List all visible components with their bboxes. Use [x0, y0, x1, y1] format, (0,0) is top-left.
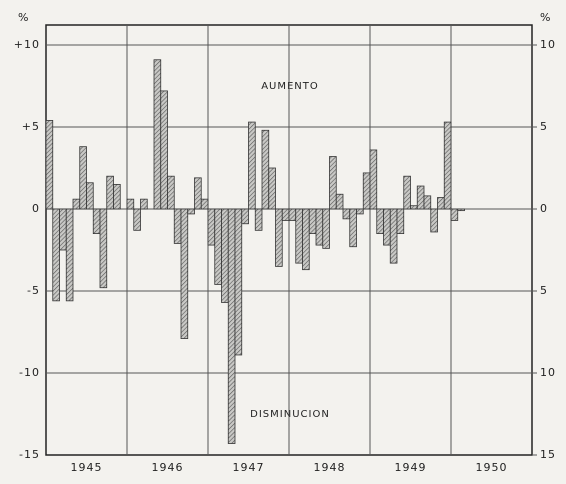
y-tick-label: 0 [32, 202, 40, 215]
bar [376, 208, 384, 235]
bar [160, 90, 168, 210]
bar [86, 182, 94, 210]
bar [389, 208, 398, 264]
bar [302, 208, 310, 271]
y-tick-label: +5 [22, 120, 40, 133]
x-year-label: 1945 [71, 461, 103, 474]
bar [315, 208, 324, 246]
bar [221, 208, 229, 303]
y-unit-right: % [540, 11, 551, 24]
y2-tick-label: 10 [540, 366, 556, 379]
bar [248, 121, 256, 210]
bar [227, 208, 236, 444]
y2-tick-label: 15 [540, 448, 556, 461]
bar [214, 208, 222, 285]
bar [65, 208, 74, 302]
bar [396, 208, 405, 235]
bar [281, 208, 290, 221]
annotation: DISMINUCION [250, 409, 330, 420]
bar [288, 208, 297, 221]
y2-tick-label: 5 [540, 284, 548, 297]
bar [153, 59, 162, 210]
bar [180, 208, 189, 339]
bar [45, 120, 54, 210]
y-tick-label: +10 [14, 38, 40, 51]
bar [254, 208, 263, 231]
y-tick-label: -15 [19, 448, 40, 461]
bar [295, 208, 303, 264]
bar [403, 175, 411, 210]
bar [140, 198, 148, 210]
bar [194, 177, 202, 210]
bar [369, 149, 378, 210]
bar [423, 195, 432, 210]
y2-tick-label: 10 [540, 38, 556, 51]
x-year-label: 1946 [152, 461, 184, 474]
y-unit-left: % [18, 11, 29, 24]
bar [443, 121, 452, 210]
y2-tick-label: 5 [540, 120, 548, 133]
bar [72, 198, 81, 210]
y-tick-label: -10 [19, 366, 40, 379]
bar [234, 208, 243, 356]
bar [133, 208, 141, 231]
y-tick-label: -5 [27, 284, 40, 297]
bar [106, 175, 114, 210]
bar [261, 129, 270, 210]
bar [329, 156, 337, 210]
x-year-label: 1948 [314, 461, 346, 474]
bar [349, 208, 357, 248]
bar [126, 198, 135, 210]
bar [457, 208, 465, 212]
bar [275, 208, 283, 267]
bar [362, 172, 371, 210]
bar [79, 146, 87, 210]
x-year-label: 1947 [233, 461, 265, 474]
bar [187, 208, 195, 215]
bar [335, 193, 344, 210]
bar [173, 208, 182, 244]
bar [308, 208, 317, 235]
bar [342, 208, 351, 220]
bar [92, 208, 101, 235]
bar [207, 208, 216, 246]
bar [268, 167, 276, 210]
bar [52, 208, 60, 302]
bar [99, 208, 108, 289]
bar [241, 208, 249, 225]
bar [437, 197, 445, 210]
y2-tick-label: 0 [540, 202, 548, 215]
bar [410, 205, 418, 210]
bar [450, 208, 459, 221]
bar [59, 208, 67, 251]
x-year-label: 1949 [395, 461, 427, 474]
x-year-label: 1950 [476, 461, 508, 474]
bar [200, 198, 209, 210]
bar [430, 208, 438, 233]
bar [167, 175, 175, 210]
bar [383, 208, 391, 246]
annotation: AUMENTO [261, 81, 319, 92]
bar [113, 183, 121, 210]
bar [322, 208, 330, 249]
bar [356, 208, 364, 215]
bar [416, 185, 425, 210]
